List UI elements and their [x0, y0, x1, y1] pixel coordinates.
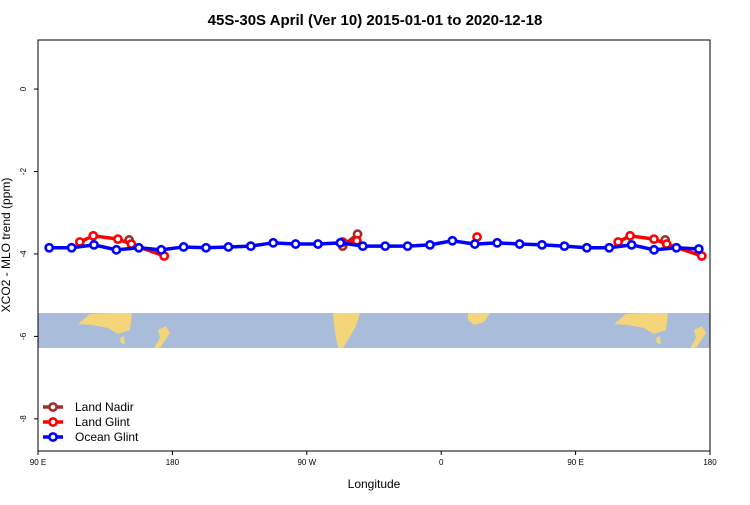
point [559, 241, 570, 252]
x-tick-label: 180 [166, 458, 180, 467]
point [66, 242, 77, 253]
point [537, 239, 547, 250]
x-tick-label: 90 E [567, 458, 583, 467]
legend-marker [48, 402, 58, 412]
point [245, 241, 256, 252]
point [425, 239, 435, 250]
point [88, 230, 99, 241]
point [268, 237, 279, 248]
land [154, 326, 170, 348]
point [290, 239, 301, 249]
legend-label: Land Nadir [75, 400, 134, 414]
point [469, 239, 480, 249]
point [581, 242, 592, 253]
legend-label: Ocean Glint [75, 430, 139, 444]
point [201, 242, 211, 253]
point [178, 242, 189, 252]
point [649, 234, 659, 245]
point [626, 239, 637, 250]
point [671, 242, 682, 253]
point [693, 244, 704, 254]
land [690, 326, 706, 348]
chart-title: 45S-30S April (Ver 10) 2015-01-01 to 202… [208, 12, 543, 29]
point [335, 237, 346, 248]
x-axis-label: Longitude [348, 477, 401, 491]
point [604, 242, 615, 253]
point [111, 244, 122, 255]
ocean-band [38, 313, 710, 348]
point [112, 234, 123, 245]
land [614, 313, 668, 334]
legend-marker [48, 417, 58, 427]
point [133, 242, 144, 253]
point [380, 241, 391, 252]
x-tick-label: 90 W [297, 458, 316, 467]
point [625, 230, 636, 241]
plot-frame [37, 39, 711, 452]
land [78, 313, 132, 334]
point [313, 239, 323, 249]
point [223, 242, 234, 252]
y-tick-label: -8 [19, 415, 28, 423]
x-tick-label: 0 [439, 458, 444, 467]
x-tick-label: 180 [703, 458, 717, 467]
point [613, 237, 624, 247]
legend-marker [48, 432, 58, 442]
point [44, 242, 55, 253]
point [447, 235, 458, 246]
land [120, 336, 125, 344]
point [492, 237, 503, 248]
point [402, 241, 413, 252]
legend-label: Land Glint [75, 415, 130, 429]
point [89, 239, 99, 250]
land [333, 313, 360, 348]
map-band [38, 313, 710, 348]
y-tick-label: 0 [19, 86, 28, 91]
point [156, 244, 167, 255]
point [661, 239, 672, 249]
land [468, 313, 490, 325]
x-tick-label: 90 E [30, 458, 46, 467]
point [357, 241, 368, 252]
point [74, 237, 85, 247]
y-axis-label: XCO2 - MLO trend (ppm) [0, 178, 13, 313]
y-tick-label: -6 [19, 332, 28, 340]
y-tick-label: -2 [19, 167, 28, 175]
y-tick-label: -4 [19, 250, 28, 258]
land [656, 336, 661, 344]
point [649, 244, 659, 255]
point [514, 239, 525, 249]
